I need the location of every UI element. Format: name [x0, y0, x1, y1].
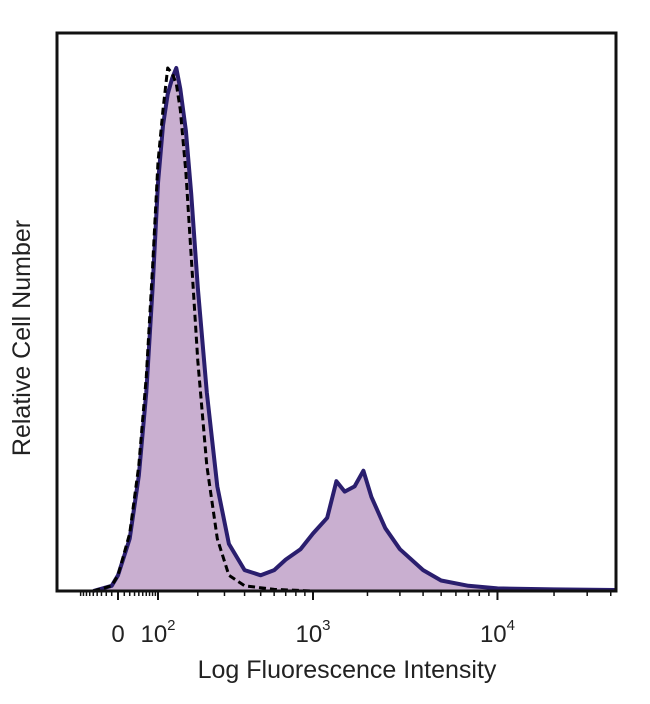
x-axis-label: Log Fluorescence Intensity: [198, 656, 497, 684]
series-0-fill: [93, 68, 616, 591]
x-tick-label-2: 103: [295, 617, 330, 648]
series-1-line: [92, 66, 615, 593]
series-layer: [92, 66, 617, 593]
x-axis-ticks: 0102103104105: [79, 591, 612, 648]
plot-frame: [55, 31, 618, 593]
y-axis-label: Relative Cell Number: [8, 220, 36, 456]
x-tick-label-3: 104: [480, 617, 515, 648]
x-tick-label-1: 102: [140, 617, 175, 648]
x-tick-label-0: 0: [111, 621, 124, 648]
